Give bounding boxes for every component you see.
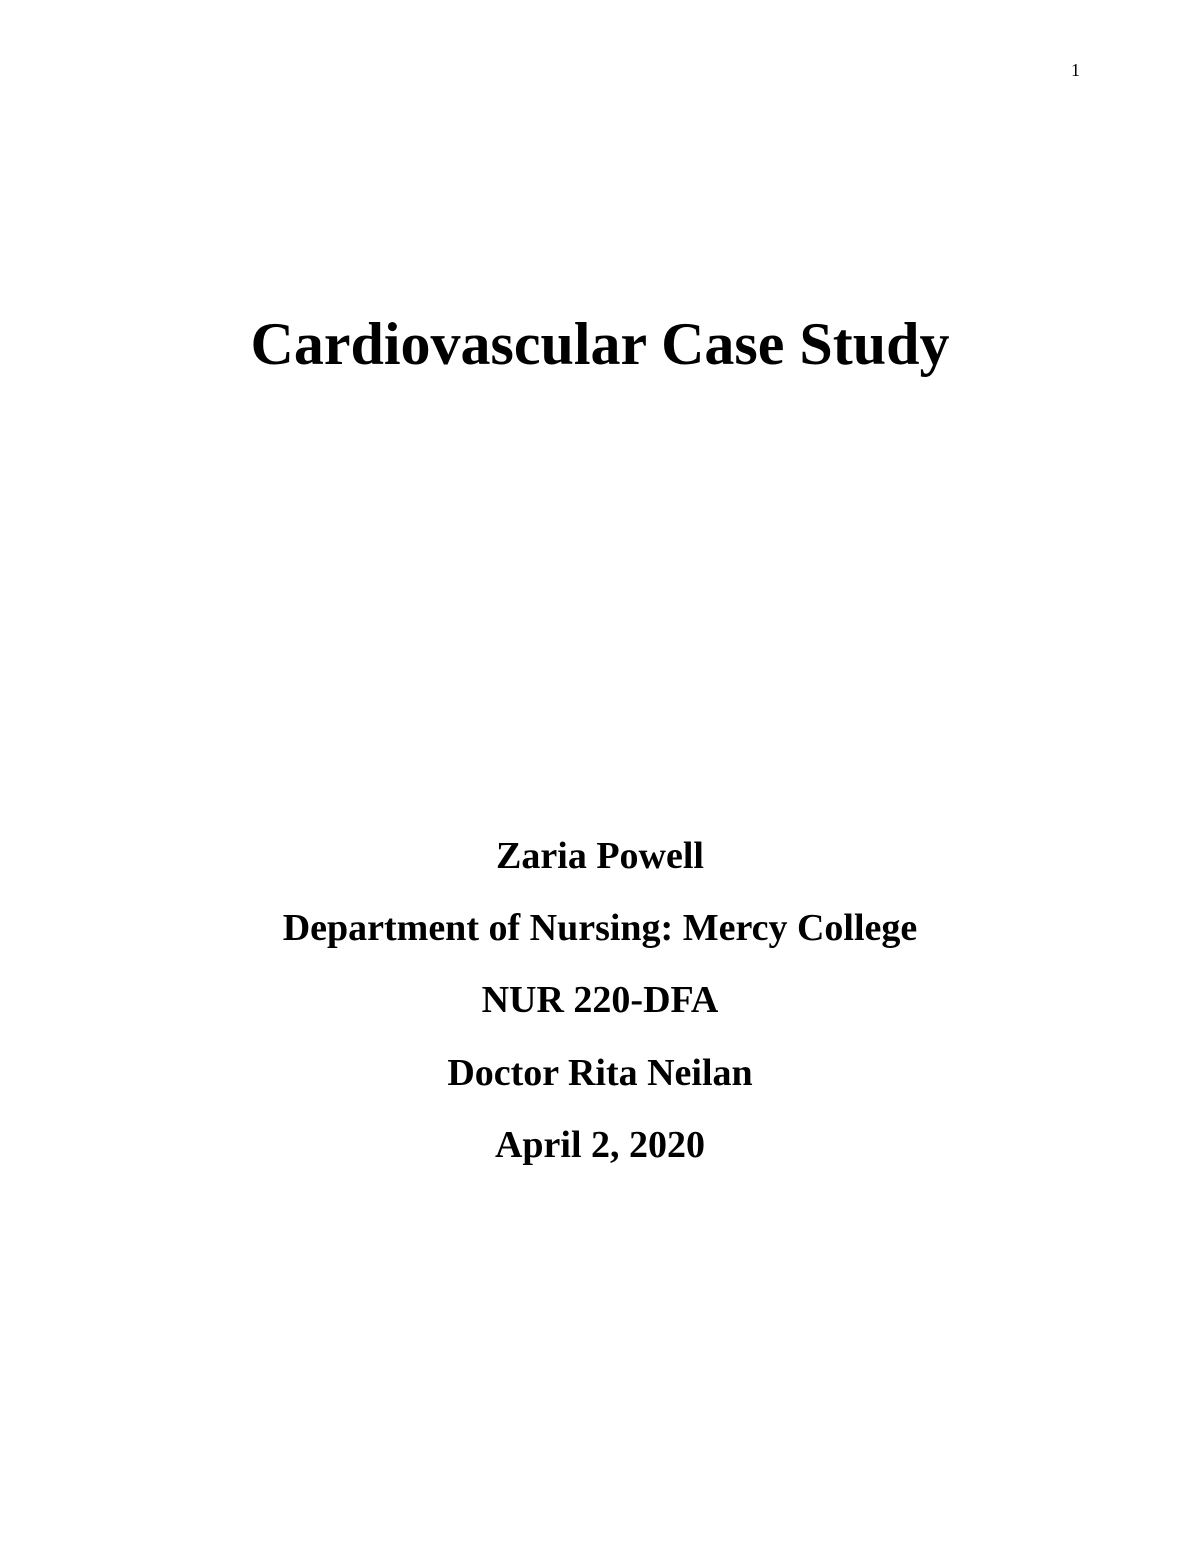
- page-number: 1: [1071, 60, 1080, 81]
- author-name: Zaria Powell: [0, 820, 1200, 892]
- document-title: Cardiovascular Case Study: [0, 310, 1200, 379]
- course-code: NUR 220-DFA: [0, 964, 1200, 1036]
- department-name: Department of Nursing: Mercy College: [0, 892, 1200, 964]
- document-date: April 2, 2020: [0, 1109, 1200, 1181]
- instructor-name: Doctor Rita Neilan: [0, 1037, 1200, 1109]
- title-page-info: Zaria Powell Department of Nursing: Merc…: [0, 820, 1200, 1181]
